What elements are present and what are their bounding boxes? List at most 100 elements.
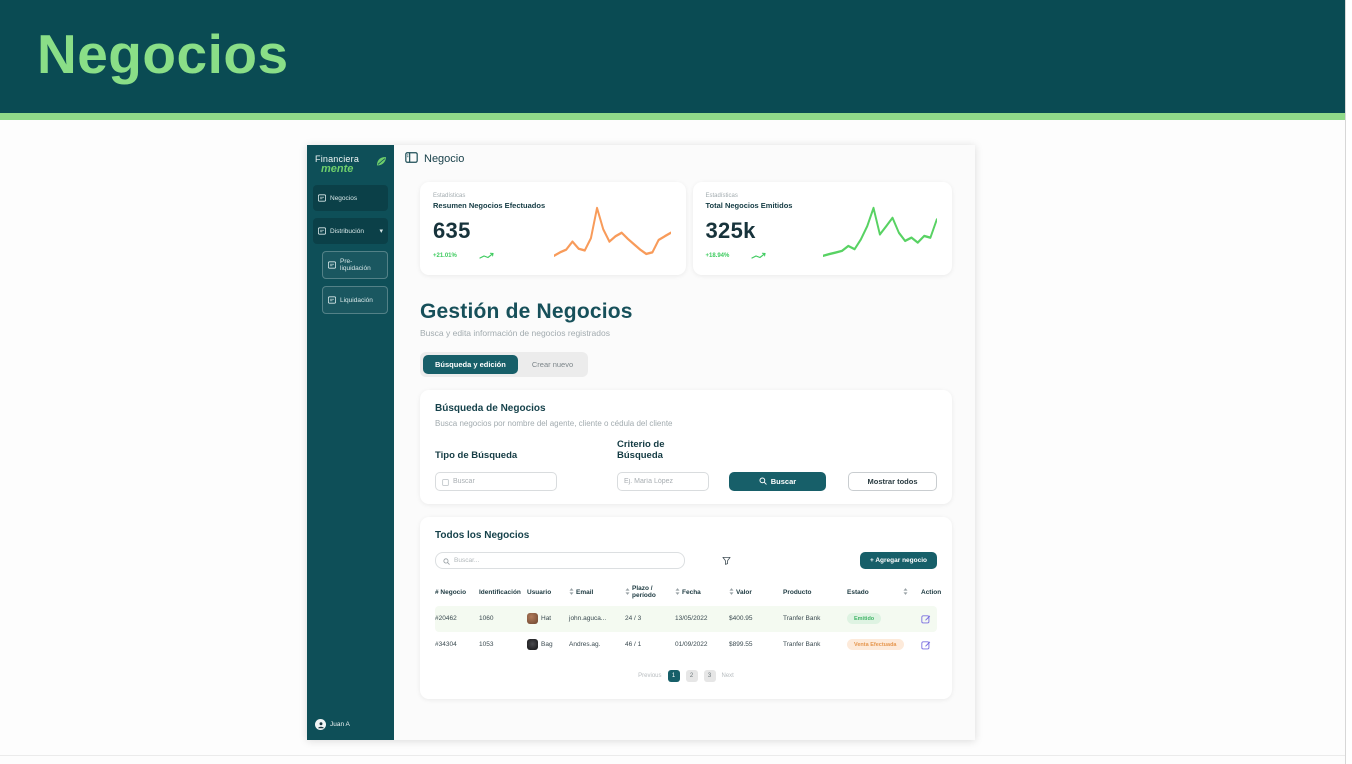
sidebar-item-liquidacion[interactable]: Liquidación <box>322 286 388 314</box>
slide-bottom-line <box>0 755 1345 756</box>
cell-plazo: 46 / 1 <box>625 641 642 649</box>
logo-text-financiera: Financiera <box>315 154 360 164</box>
search-type-select[interactable] <box>435 472 557 491</box>
type-field-label: Tipo de Búsqueda <box>435 450 518 461</box>
column-header[interactable]: Valor <box>729 587 783 597</box>
buscar-button[interactable]: Buscar <box>729 472 826 491</box>
column-header: Usuario <box>527 588 552 596</box>
stat-eyebrow: Estadísticas <box>705 193 738 199</box>
section-title: Gestión de Negocios <box>420 300 633 323</box>
search-panel-subtitle: Busca negocios por nombre del agente, cl… <box>435 419 673 428</box>
criteria-field-label: Criterio de Búsqueda <box>617 439 665 461</box>
slide-right-edge <box>1345 0 1352 764</box>
logo-text-mente: mente <box>321 163 354 175</box>
column-header[interactable]: Plazo / período <box>625 585 675 600</box>
table-row[interactable]: #34304 1053 Bag Andres.ag. 46 / 1 01/09/… <box>435 632 937 658</box>
tab-crear-nuevo[interactable]: Crear nuevo <box>531 360 574 369</box>
card-icon <box>318 189 326 207</box>
cell-identificacion: 1053 <box>479 641 494 649</box>
sidebar-item-negocios[interactable]: Negocios <box>313 185 388 211</box>
edit-icon[interactable] <box>921 640 966 650</box>
table-search-input[interactable] <box>454 557 677 564</box>
sort-icon <box>625 587 630 597</box>
trend-up-icon <box>751 247 767 265</box>
sort-icon <box>903 587 908 597</box>
pagination-page-2[interactable]: 2 <box>685 669 698 682</box>
table-header-row: # Negocio Identificación Usuario Email P… <box>435 581 941 606</box>
pagination-page-3[interactable]: 3 <box>703 669 716 682</box>
table-row[interactable]: #20462 1060 Hat john.aguca... 24 / 3 13/… <box>435 605 937 632</box>
cell-producto: Tranfer Bank <box>783 615 821 623</box>
agregar-negocio-button[interactable]: + Agregar negocio <box>859 552 937 569</box>
cell-usuario: Bag <box>527 639 569 651</box>
header-accent-bar <box>0 113 1345 120</box>
stat-title: Total Negocios Emitidos <box>705 201 793 210</box>
mostrar-todos-button[interactable]: Mostrar todos <box>847 472 937 491</box>
sidebar-item-label: Distribución <box>330 227 364 235</box>
trend-up-icon <box>479 247 495 265</box>
banner-title: Negocios <box>37 22 289 85</box>
main-content: Negocio Estadísticas Resumen Negocios Ef… <box>394 145 975 740</box>
section-subtitle: Busca y edita información de negocios re… <box>420 328 610 338</box>
header-banner: Negocios <box>0 0 1345 113</box>
stat-value: 635 <box>433 217 471 243</box>
filter-icon[interactable] <box>722 556 731 565</box>
sort-icon-column[interactable] <box>903 587 921 597</box>
search-criteria-input[interactable] <box>624 478 702 485</box>
pagination-page-1[interactable]: 1 <box>667 669 680 682</box>
row-avatar <box>527 639 538 651</box>
column-header: Action <box>921 588 942 596</box>
table-panel-title: Todos los Negocios <box>435 530 530 541</box>
sidebar-item-pre-liquidacion[interactable]: Pre-liquidación <box>322 251 388 279</box>
cell-estado: Emitido <box>847 613 903 625</box>
pagination-previous[interactable]: Previous <box>638 672 662 679</box>
search-criteria-field[interactable] <box>617 472 709 491</box>
user-avatar-icon <box>315 719 326 730</box>
topbar: Negocio <box>394 145 975 172</box>
search-type-input[interactable] <box>453 478 550 485</box>
sort-icon <box>675 587 680 597</box>
sparkline-chart-orange <box>546 193 673 264</box>
app-screenshot: Financiera mente Negocios Distribución ▾ <box>307 145 975 740</box>
search-panel: Búsqueda de Negocios Busca negocios por … <box>420 390 952 504</box>
cell-email: john.aguca... <box>569 615 607 623</box>
sparkline-chart-green <box>815 193 939 264</box>
sidebar-item-label: Negocios <box>330 194 358 202</box>
pagination-next[interactable]: Next <box>721 672 734 679</box>
tab-bar: Búsqueda y edición Crear nuevo <box>420 352 589 377</box>
sort-icon <box>729 587 734 597</box>
cell-valor: $400.95 <box>729 615 753 623</box>
stat-delta: +21.01% <box>433 252 457 259</box>
cell-valor: $899.55 <box>729 641 753 649</box>
column-header: # Negocio <box>435 588 467 596</box>
pagination: Previous 1 2 3 Next <box>435 669 937 682</box>
column-header[interactable]: Fecha <box>675 587 729 597</box>
cell-negocio: #20462 <box>435 615 457 623</box>
cell-producto: Tranfer Bank <box>783 641 821 649</box>
card-icon <box>328 291 336 309</box>
chevron-down-icon: ▾ <box>379 228 383 235</box>
edit-icon[interactable] <box>921 614 966 624</box>
column-header: Identificación <box>479 588 521 596</box>
cell-negocio: #34304 <box>435 641 457 649</box>
sidebar-item-distribucion[interactable]: Distribución ▾ <box>313 218 388 244</box>
card-icon <box>318 222 326 240</box>
sort-icon <box>569 587 574 597</box>
row-avatar <box>527 613 538 625</box>
user-menu[interactable]: Juan A <box>315 719 350 730</box>
stat-card-total: Estadísticas Total Negocios Emitidos 325… <box>692 182 952 275</box>
cell-plazo: 24 / 3 <box>625 615 642 623</box>
stat-eyebrow: Estadísticas <box>433 193 466 199</box>
search-icon <box>759 476 767 487</box>
table-search-field[interactable] <box>435 552 685 569</box>
buscar-button-label: Buscar <box>770 477 797 486</box>
sidebar: Financiera mente Negocios Distribución ▾ <box>307 145 394 740</box>
column-header: Producto <box>783 588 812 596</box>
negocio-window-icon <box>405 150 418 168</box>
search-icon <box>443 552 450 570</box>
column-header[interactable]: Email <box>569 587 625 597</box>
select-box-icon <box>442 473 449 491</box>
tab-busqueda-edicion[interactable]: Búsqueda y edición <box>423 355 518 374</box>
status-badge: Venta Efectuada <box>847 639 904 651</box>
